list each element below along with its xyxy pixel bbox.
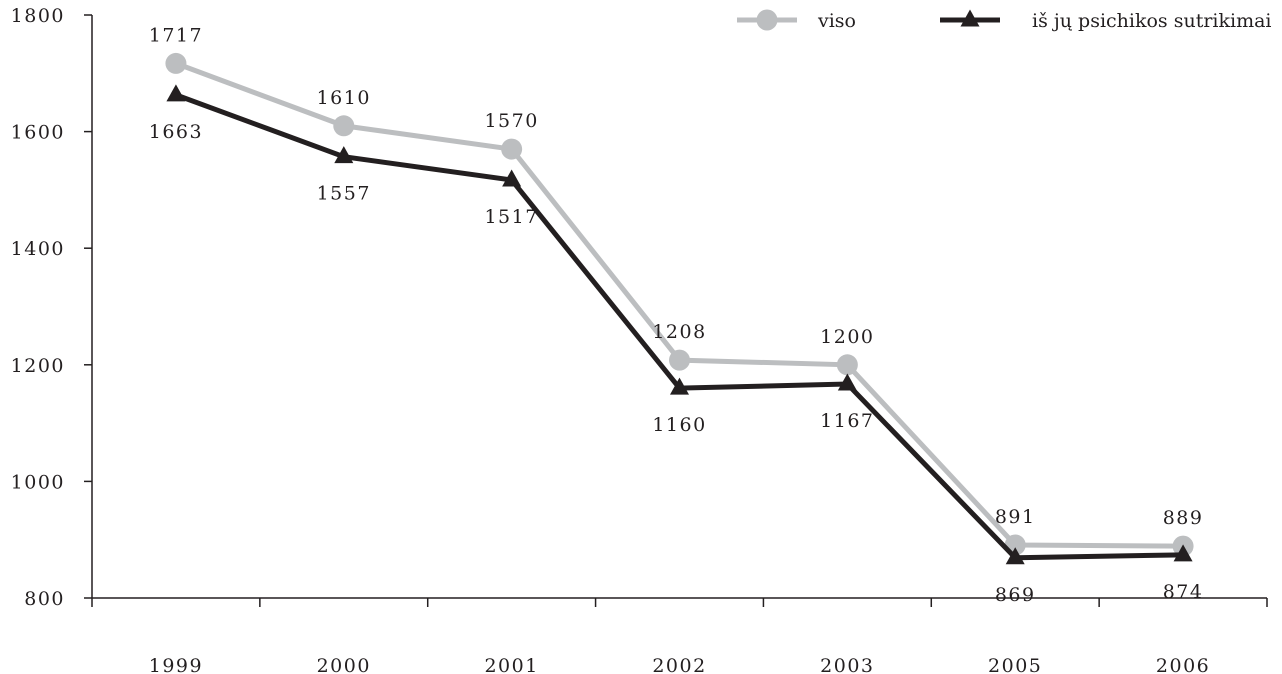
series-0 [165,52,1194,557]
y-tick-label: 1200 [11,355,65,377]
data-point [670,377,689,395]
x-tick-label: 2005 [988,655,1042,674]
data-label: 1717 [149,24,203,46]
data-point [334,146,354,164]
data-point [333,115,355,137]
data-point [166,84,186,102]
data-point [836,354,858,376]
y-tick-label: 1600 [11,122,65,144]
data-label: 1200 [820,326,874,348]
legend: viso iš jų psichikos sutrikimai [737,9,1272,32]
y-tick-label: 1400 [11,238,65,260]
data-label: 869 [995,584,1036,606]
data-label: 891 [995,506,1036,528]
x-tick-label: 2000 [317,655,371,674]
data-label: 1208 [652,321,706,343]
data-label: 1160 [652,414,706,436]
legend-marker [756,9,778,31]
data-point [669,349,690,371]
legend-item: viso [737,9,856,32]
data-label: 1610 [317,87,371,109]
data-label: 1517 [484,206,538,228]
legend-item: iš jų psichikos sutrikimai [940,9,1272,32]
data-labels: 1717 1610 1570 1208 1200 891 889 1663 1557 1517 11… [149,24,1204,606]
legend-label: viso [817,10,856,32]
y-tick-label: 1800 [11,5,65,27]
data-point [502,169,522,187]
series-1 [166,84,1193,565]
series-line [175,61,1184,549]
data-label: 1557 [317,183,371,205]
data-label: 874 [1163,581,1204,603]
x-tick-label: 1999 [149,655,203,674]
data-point [165,52,187,74]
data-label: 889 [1163,507,1204,529]
data-label: 1167 [820,410,874,432]
x-tick-label: 2002 [652,655,706,674]
x-tick-label: 2003 [820,655,874,674]
x-tick-label: 2006 [1156,655,1210,674]
x-tick-label: 2001 [484,655,538,674]
legend-marker [960,9,980,27]
data-label: 1663 [149,121,203,143]
data-point [837,373,857,391]
legend-label: iš jų psichikos sutrikimai [1032,10,1272,32]
data-point [1005,547,1025,565]
data-point [1173,544,1193,562]
data-label: 1570 [484,110,538,132]
series-layer [165,52,1194,565]
y-tick-label: 800 [24,588,65,610]
axes: 800 1000 1200 1400 1600 1800 1999 2000 2001 2002 2… [11,5,1268,674]
data-point [501,138,523,160]
y-tick-label: 1000 [11,471,65,493]
